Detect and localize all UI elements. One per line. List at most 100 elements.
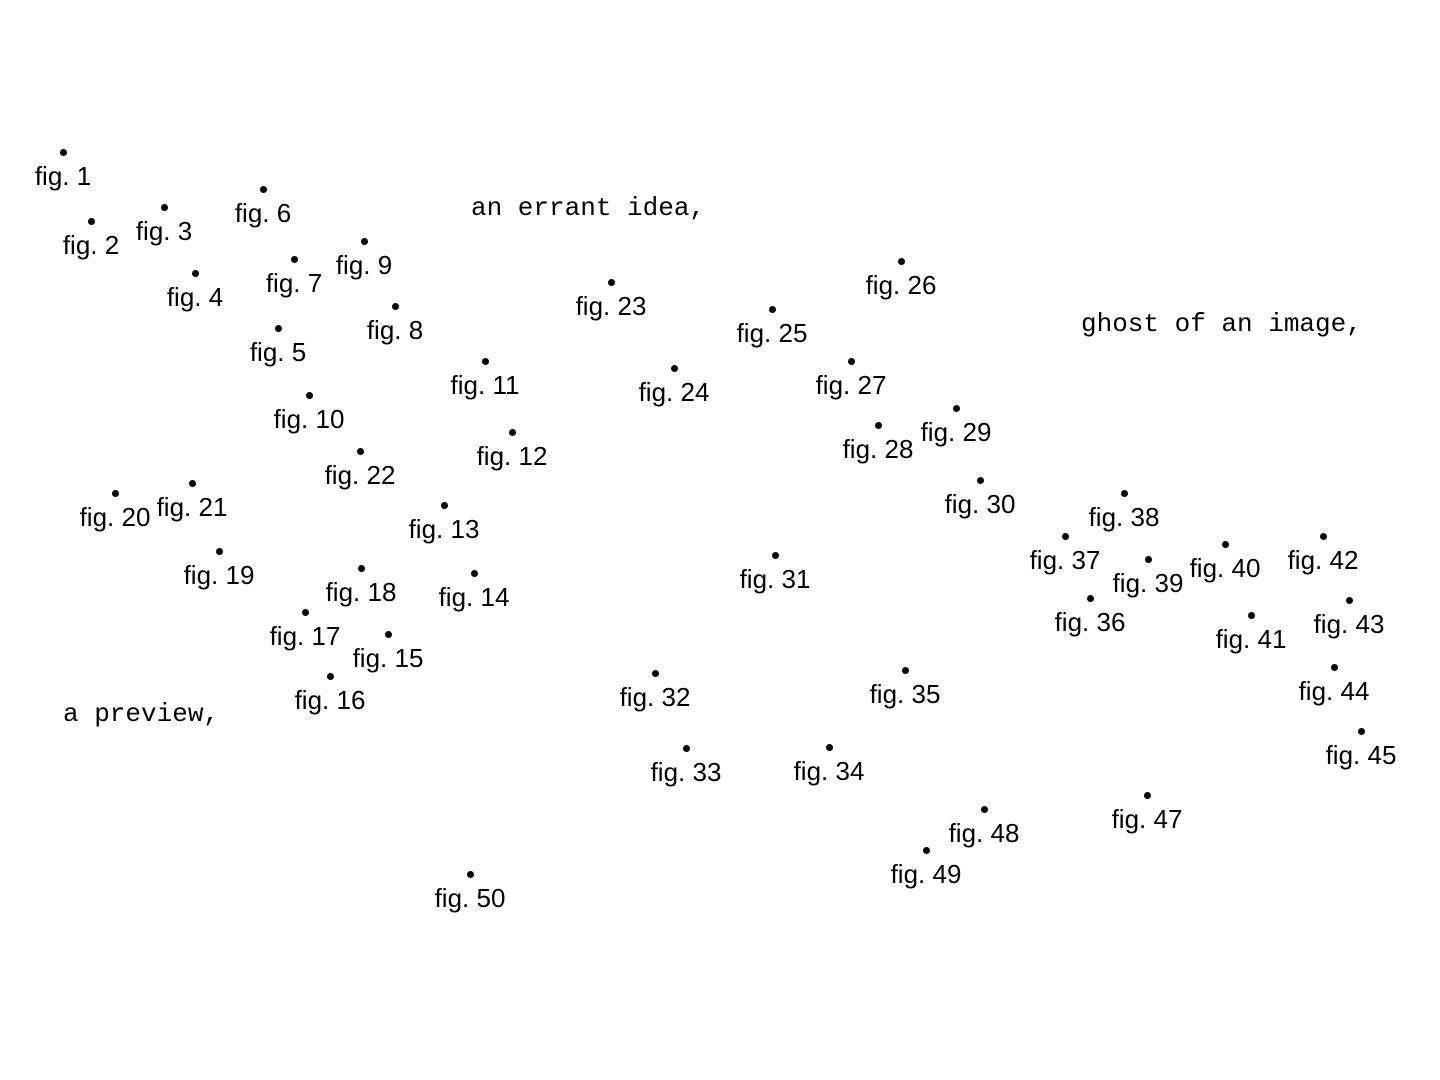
figure-label: fig. 35	[869, 679, 941, 709]
figure-label: fig. 21	[156, 492, 228, 522]
dot-icon	[192, 270, 199, 277]
phrase-errant-idea: an errant idea,	[471, 193, 706, 223]
dot-icon	[902, 667, 909, 674]
dot-icon	[302, 609, 309, 616]
figure-marker: fig. 15	[328, 631, 448, 681]
figure-marker: fig. 10	[249, 392, 369, 442]
dot-icon	[1248, 612, 1255, 619]
figure-marker: fig. 27	[791, 358, 911, 408]
figure-marker: fig. 1	[3, 149, 123, 199]
figure-label: fig. 36	[1054, 607, 1126, 637]
dot-icon	[112, 490, 119, 497]
dot-icon	[441, 502, 448, 509]
figure-label: fig. 1	[34, 161, 92, 191]
figure-label: fig. 17	[269, 621, 341, 651]
dot-icon	[671, 365, 678, 372]
dot-icon	[1358, 728, 1365, 735]
dot-icon	[683, 745, 690, 752]
figure-label: fig. 6	[234, 198, 292, 228]
figure-marker: fig. 36	[1030, 595, 1150, 645]
figure-label: fig. 5	[249, 337, 307, 367]
dot-icon	[509, 429, 516, 436]
figure-marker: fig. 6	[203, 186, 323, 236]
phrase-ghost-image: ghost of an image,	[1081, 309, 1362, 339]
dot-icon	[848, 358, 855, 365]
figure-label: fig. 22	[324, 460, 396, 490]
dot-icon	[769, 306, 776, 313]
figure-marker: fig. 28	[818, 422, 938, 472]
figure-label: fig. 42	[1287, 545, 1359, 575]
figure-marker: fig. 9	[304, 238, 424, 288]
figure-label: fig. 8	[366, 315, 424, 345]
figure-marker: fig. 31	[715, 552, 835, 602]
dot-icon	[1346, 597, 1353, 604]
dot-icon	[275, 325, 282, 332]
dot-icon	[471, 570, 478, 577]
figure-label: fig. 3	[135, 216, 193, 246]
figure-label: fig. 9	[335, 250, 393, 280]
figure-marker: fig. 48	[924, 806, 1044, 856]
dot-icon	[953, 405, 960, 412]
dot-icon	[1145, 556, 1152, 563]
figure-marker: fig. 34	[769, 744, 889, 794]
figure-marker: fig. 22	[300, 448, 420, 498]
figure-label: fig. 10	[273, 404, 345, 434]
figure-marker: fig. 41	[1191, 612, 1311, 662]
figure-label: fig. 40	[1189, 553, 1261, 583]
figure-marker: fig. 16	[270, 673, 390, 723]
figure-label: fig. 50	[434, 883, 506, 913]
dot-icon	[357, 448, 364, 455]
figure-label: fig. 32	[619, 682, 691, 712]
dot-icon	[826, 744, 833, 751]
figure-marker: fig. 5	[218, 325, 338, 375]
figure-marker: fig. 2	[31, 218, 151, 268]
dot-icon	[392, 303, 399, 310]
figure-marker: fig. 23	[551, 279, 671, 329]
figure-label: fig. 38	[1088, 502, 1160, 532]
dot-icon	[482, 358, 489, 365]
dot-icon	[361, 238, 368, 245]
figure-label: fig. 11	[450, 370, 520, 400]
phrase-preview: a preview,	[63, 699, 220, 729]
dot-icon	[260, 186, 267, 193]
figure-label: fig. 26	[865, 270, 937, 300]
figure-marker: fig. 20	[55, 490, 175, 540]
figure-label: fig. 43	[1313, 609, 1385, 639]
figure-marker: fig. 39	[1088, 556, 1208, 606]
dot-icon	[923, 847, 930, 854]
dot-icon	[875, 422, 882, 429]
figure-marker: fig. 38	[1064, 490, 1184, 540]
figure-marker: fig. 40	[1165, 541, 1285, 591]
dot-icon	[291, 256, 298, 263]
figure-marker: fig. 25	[712, 306, 832, 356]
figure-marker: fig. 11	[425, 358, 545, 408]
dot-icon	[88, 218, 95, 225]
figure-marker: fig. 26	[841, 258, 961, 308]
dot-icon	[981, 806, 988, 813]
figure-label: fig. 4	[166, 282, 224, 312]
figure-marker: fig. 8	[335, 303, 455, 353]
figure-label: fig. 23	[575, 291, 647, 321]
figure-label: fig. 12	[476, 441, 548, 471]
figure-marker: fig. 7	[234, 256, 354, 306]
figure-marker: fig. 49	[866, 847, 986, 897]
figure-marker: fig. 18	[301, 565, 421, 615]
figure-label: fig. 14	[438, 582, 510, 612]
figure-label: fig. 44	[1298, 676, 1370, 706]
figure-marker: fig. 50	[410, 871, 530, 921]
figure-label: fig. 29	[920, 417, 992, 447]
dot-icon	[772, 552, 779, 559]
figure-label: fig. 2	[62, 230, 120, 260]
figure-label: fig. 13	[408, 514, 480, 544]
figure-label: fig. 18	[325, 577, 397, 607]
dot-icon	[306, 392, 313, 399]
figure-label: fig. 15	[352, 643, 424, 673]
figure-label: fig. 39	[1112, 568, 1184, 598]
figure-label: fig. 47	[1111, 804, 1183, 834]
figure-marker: fig. 32	[595, 670, 715, 720]
dot-icon	[652, 670, 659, 677]
figure-marker: fig. 13	[384, 502, 504, 552]
figure-marker: fig. 14	[414, 570, 534, 620]
dot-icon	[977, 477, 984, 484]
